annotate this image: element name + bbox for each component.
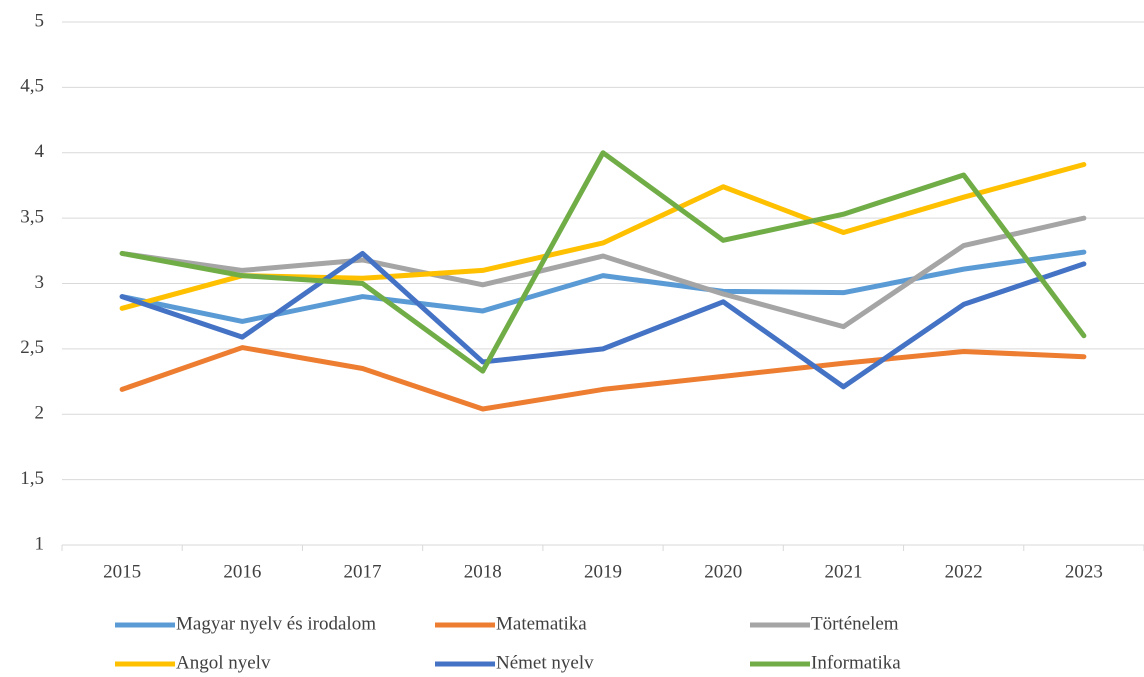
y-tick-label: 1: [35, 533, 45, 554]
y-tick-label: 2,5: [20, 337, 44, 358]
legend-label: Matematika: [496, 613, 587, 634]
x-tick-label: 2015: [103, 561, 141, 582]
x-tick-label: 2016: [223, 561, 261, 582]
x-tick-label: 2023: [1065, 561, 1103, 582]
legend-label: Angol nyelv: [176, 652, 271, 673]
legend-label: Informatika: [811, 652, 901, 673]
series-line: [119, 250, 1087, 390]
y-tick-label: 4,5: [20, 76, 44, 97]
legend-label: Magyar nyelv és irodalom: [176, 613, 376, 634]
series-line: [119, 345, 1087, 412]
y-tick-label: 3,5: [20, 206, 44, 227]
legend-label: Történelem: [811, 613, 899, 634]
series-line: [119, 162, 1087, 311]
y-tick-label: 5: [35, 10, 45, 31]
x-tick-label: 2020: [704, 561, 742, 582]
x-tick-label: 2022: [945, 561, 983, 582]
y-tick-label: 1,5: [20, 468, 44, 489]
y-tick-label: 4: [35, 141, 45, 162]
x-tick-label: 2021: [824, 561, 862, 582]
series-line: [119, 150, 1087, 374]
x-tick-label: 2019: [584, 561, 622, 582]
legend-label: Német nyelv: [496, 652, 594, 673]
x-tick-label: 2017: [344, 561, 382, 582]
y-tick-label: 3: [35, 272, 45, 293]
series-line: [119, 215, 1087, 330]
y-tick-label: 2: [35, 403, 45, 424]
x-tick-label: 2018: [464, 561, 502, 582]
series-line: [119, 249, 1087, 324]
